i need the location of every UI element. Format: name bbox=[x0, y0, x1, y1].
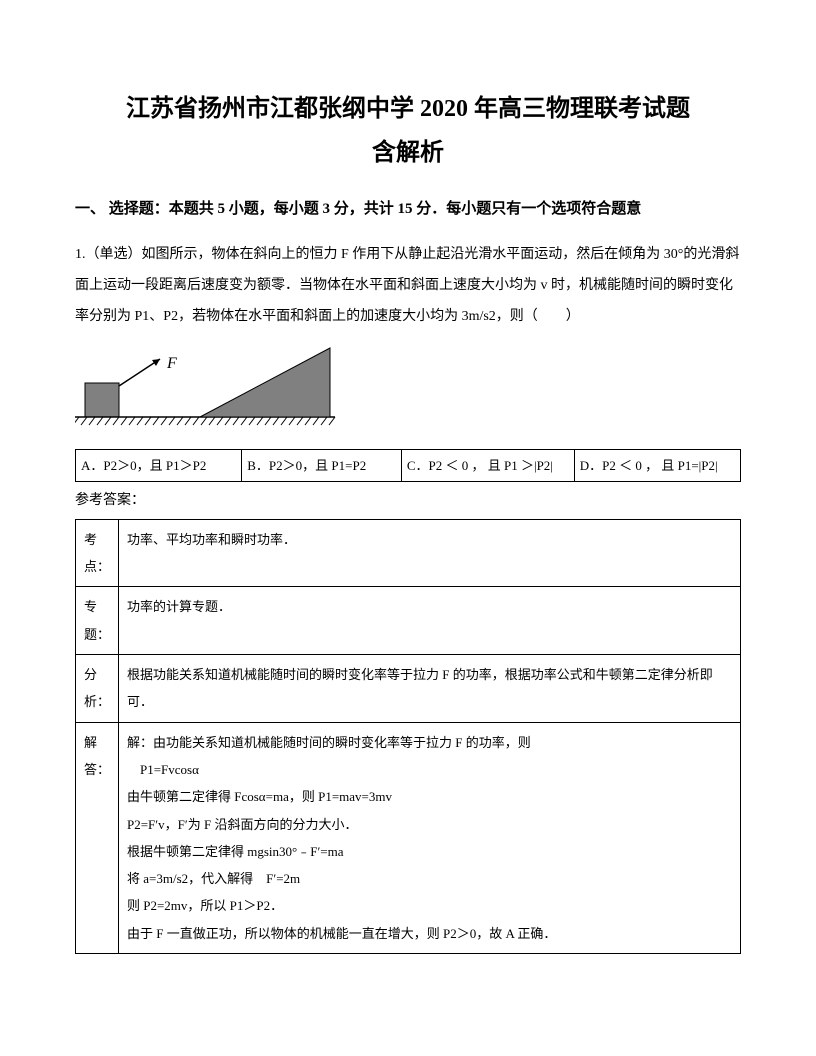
force-arrow-head bbox=[152, 359, 160, 366]
analysis-table: 考点： 功率、平均功率和瞬时功率． 专题： 功率的计算专题． 分析： 根据功能关… bbox=[75, 519, 741, 954]
jieda-line: 将 a=3m/s2，代入解得 F′=2m bbox=[127, 865, 732, 892]
page-subtitle: 含解析 bbox=[75, 134, 741, 172]
kaodian-content: 功率、平均功率和瞬时功率． bbox=[119, 519, 741, 587]
zhuanti-content: 功率的计算专题． bbox=[119, 587, 741, 655]
jieda-line: 根据牛顿第二定律得 mgsin30°﹣F′=ma bbox=[127, 838, 732, 865]
jieda-label: 解答： bbox=[76, 722, 119, 953]
section-header: 一、 选择题：本题共 5 小题，每小题 3 分，共计 15 分．每小题只有一个选… bbox=[75, 197, 741, 223]
jieda-line: 由于 F 一直做正功，所以物体的机械能一直在增大，则 P2＞0，故 A 正确． bbox=[127, 920, 732, 947]
answer-label: 参考答案： bbox=[75, 490, 741, 512]
force-arrow-line bbox=[119, 359, 160, 386]
option-a: A．P2＞0，且 P1＞P2 bbox=[76, 450, 242, 482]
zhuanti-label: 专题： bbox=[76, 587, 119, 655]
options-table: A．P2＞0，且 P1＞P2 B．P2＞0，且 P1=P2 C．P2 ＜ 0 ，… bbox=[75, 449, 741, 482]
jieda-line: 解：由功能关系知道机械能随时间的瞬时变化率等于拉力 F 的功率，则 bbox=[127, 729, 732, 756]
fenxi-label: 分析： bbox=[76, 655, 119, 723]
jieda-line: 则 P2=2mv，所以 P1＞P2． bbox=[127, 892, 732, 919]
jieda-line: 由牛顿第二定律得 Fcosα=ma，则 P1=mav=3mv bbox=[127, 783, 732, 810]
jieda-line: P1=Fvcosα bbox=[127, 756, 732, 783]
option-b: B．P2＞0，且 P1=P2 bbox=[242, 450, 402, 482]
fenxi-content: 根据功能关系知道机械能随时间的瞬时变化率等于拉力 F 的功率，根据功率公式和牛顿… bbox=[119, 655, 741, 723]
force-label: F bbox=[166, 355, 177, 372]
page-title: 江苏省扬州市江都张纲中学 2020 年高三物理联考试题 bbox=[75, 90, 741, 128]
jieda-line: P2=F′v，F′为 F 沿斜面方向的分力大小． bbox=[127, 811, 732, 838]
kaodian-label: 考点： bbox=[76, 519, 119, 587]
jieda-content: 解：由功能关系知道机械能随时间的瞬时变化率等于拉力 F 的功率，则 P1=Fvc… bbox=[119, 722, 741, 953]
incline-triangle bbox=[200, 348, 330, 417]
question-text: 1.（单选）如图所示，物体在斜向上的恒力 F 作用下从静止起沿光滑水平面运动，然… bbox=[75, 240, 741, 332]
option-d: D．P2 ＜ 0 ， 且 P1=|P2| bbox=[574, 450, 740, 482]
block-shape bbox=[85, 383, 119, 417]
physics-diagram: F bbox=[75, 343, 741, 441]
option-c: C．P2 ＜ 0 ， 且 P1 ＞|P2| bbox=[401, 450, 574, 482]
hatch-marks bbox=[75, 417, 335, 425]
